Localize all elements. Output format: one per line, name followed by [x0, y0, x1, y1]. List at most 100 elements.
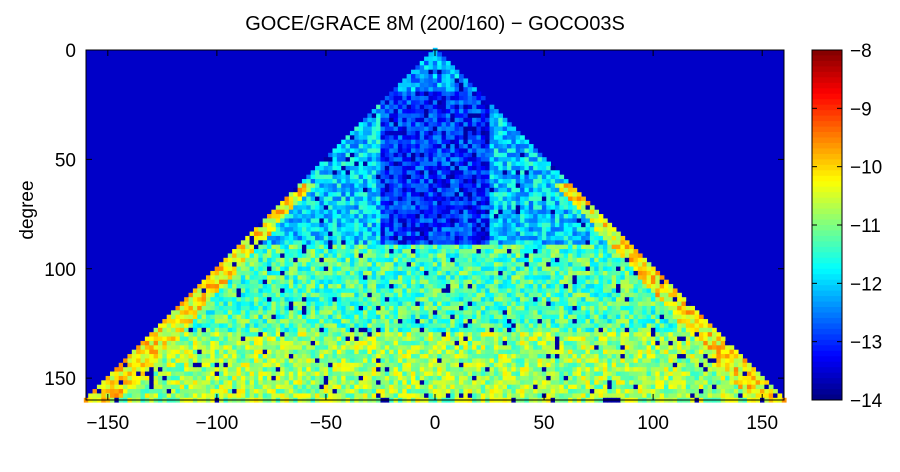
heatmap-cell: [419, 130, 425, 136]
heatmap-cell: [520, 161, 525, 167]
heatmap-cell: [611, 227, 617, 232]
heatmap-cell: [192, 336, 198, 342]
heatmap-cell: [441, 227, 447, 232]
heatmap-cell: [511, 288, 517, 294]
heatmap-cell: [301, 205, 307, 211]
heatmap-cell: [411, 135, 416, 141]
heatmap-cell: [524, 179, 530, 184]
heatmap-cell: [419, 327, 425, 333]
heatmap-cell: [472, 104, 477, 110]
heatmap-cell: [572, 244, 578, 250]
heatmap-cell: [498, 205, 504, 211]
heatmap-cell: [415, 74, 421, 79]
heatmap-cell: [197, 319, 202, 324]
heatmap-cell: [620, 249, 626, 254]
heatmap-cell: [454, 292, 460, 298]
heatmap-cell: [389, 297, 394, 302]
heatmap-cell: [310, 327, 316, 333]
heatmap-cell: [240, 240, 246, 246]
heatmap-cell: [262, 292, 268, 298]
heatmap-cell: [441, 340, 447, 346]
heatmap-cell: [301, 244, 307, 250]
heatmap-cell: [550, 284, 556, 289]
heatmap-cell: [219, 354, 224, 359]
heatmap-cell: [223, 266, 229, 272]
heatmap-cell: [341, 209, 346, 215]
heatmap-cell: [336, 297, 342, 302]
heatmap-cell: [336, 227, 342, 232]
heatmap-cell: [594, 340, 599, 346]
heatmap-cell: [463, 192, 469, 197]
heatmap-cell: [668, 305, 674, 311]
heatmap-cell: [576, 349, 582, 355]
heatmap-cell: [655, 310, 661, 316]
heatmap-cell: [310, 257, 316, 263]
heatmap-cell: [166, 345, 172, 351]
heatmap-cell: [232, 354, 237, 359]
heatmap-cell: [424, 161, 429, 167]
heatmap-cell: [589, 314, 595, 320]
heatmap-cell: [467, 179, 473, 184]
heatmap-cell: [354, 323, 360, 329]
heatmap-cell: [336, 192, 342, 197]
heatmap-cell: [458, 152, 464, 158]
heatmap-cell: [275, 270, 281, 276]
heatmap-cell: [672, 323, 678, 329]
heatmap-cell: [681, 340, 687, 346]
heatmap-cell: [498, 253, 504, 259]
heatmap-cell: [485, 170, 490, 176]
heatmap-cell: [419, 113, 425, 119]
heatmap-cell: [485, 314, 490, 320]
heatmap-cell: [402, 257, 408, 263]
heatmap-cell: [533, 340, 538, 346]
heatmap-cell: [559, 284, 565, 289]
heatmap-cell: [402, 244, 408, 250]
heatmap-cell: [419, 148, 425, 154]
heatmap-cell: [411, 130, 416, 136]
heatmap-cell: [445, 165, 451, 171]
heatmap-cell: [380, 109, 386, 114]
heatmap-cell: [594, 279, 599, 285]
heatmap-cell: [328, 284, 333, 289]
heatmap-cell: [533, 305, 538, 311]
heatmap-cell: [598, 297, 604, 302]
heatmap-cell: [419, 200, 425, 206]
heatmap-cell: [393, 323, 399, 329]
heatmap-cell: [393, 87, 399, 92]
heatmap-cell: [616, 253, 621, 259]
heatmap-cell: [371, 244, 377, 250]
heatmap-cell: [384, 139, 390, 145]
heatmap-cell: [467, 345, 473, 351]
heatmap-cell: [437, 91, 442, 97]
heatmap-cell: [315, 345, 320, 351]
heatmap-cell: [397, 100, 403, 106]
heatmap-cell: [214, 319, 220, 324]
heatmap-cell: [493, 262, 499, 267]
heatmap-cell: [288, 354, 294, 359]
heatmap-cell: [441, 323, 447, 329]
heatmap-cell: [620, 314, 626, 320]
heatmap-cell: [219, 336, 224, 342]
heatmap-cell: [485, 117, 490, 123]
heatmap-cell: [363, 310, 368, 316]
heatmap-cell: [594, 310, 599, 316]
heatmap-cell: [598, 327, 604, 333]
heatmap-cell: [341, 165, 346, 171]
heatmap-cell: [559, 288, 565, 294]
heatmap-cell: [157, 336, 163, 342]
heatmap-cell: [546, 262, 551, 267]
heatmap-cell: [328, 218, 333, 224]
heatmap-cell: [201, 297, 207, 302]
heatmap-cell: [441, 292, 447, 298]
heatmap-cell: [589, 310, 595, 316]
heatmap-cell: [319, 249, 325, 254]
heatmap-cell: [454, 314, 460, 320]
heatmap-cell: [384, 113, 390, 119]
heatmap-cell: [328, 253, 333, 259]
heatmap-cell: [397, 292, 403, 298]
heatmap-cell: [467, 157, 473, 162]
heatmap-cell: [454, 323, 460, 329]
heatmap-cell: [550, 196, 556, 202]
heatmap-cell: [393, 187, 399, 193]
heatmap-cell: [415, 157, 421, 162]
